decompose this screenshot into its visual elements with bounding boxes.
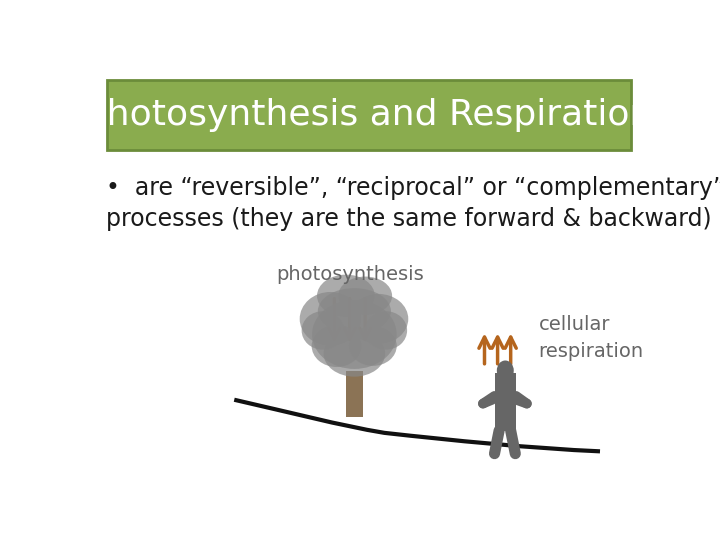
Ellipse shape — [302, 311, 344, 350]
Ellipse shape — [300, 292, 361, 346]
Text: cellular
respiration: cellular respiration — [539, 315, 644, 361]
FancyBboxPatch shape — [495, 373, 516, 430]
Ellipse shape — [338, 276, 392, 315]
FancyBboxPatch shape — [346, 372, 363, 417]
Ellipse shape — [318, 288, 391, 334]
Ellipse shape — [348, 294, 408, 344]
Text: •  are “reversible”, “reciprocal” or “complementary”: • are “reversible”, “reciprocal” or “com… — [106, 177, 720, 200]
Ellipse shape — [317, 275, 375, 317]
Text: photosynthesis: photosynthesis — [276, 265, 423, 284]
Ellipse shape — [497, 361, 514, 381]
FancyBboxPatch shape — [107, 80, 631, 150]
Ellipse shape — [323, 330, 385, 377]
Ellipse shape — [365, 311, 407, 350]
Ellipse shape — [312, 300, 397, 369]
Text: Photosynthesis and Respiration: Photosynthesis and Respiration — [85, 98, 653, 132]
Ellipse shape — [349, 326, 397, 366]
Text: processes (they are the same forward & backward): processes (they are the same forward & b… — [106, 207, 711, 231]
Ellipse shape — [312, 325, 361, 367]
